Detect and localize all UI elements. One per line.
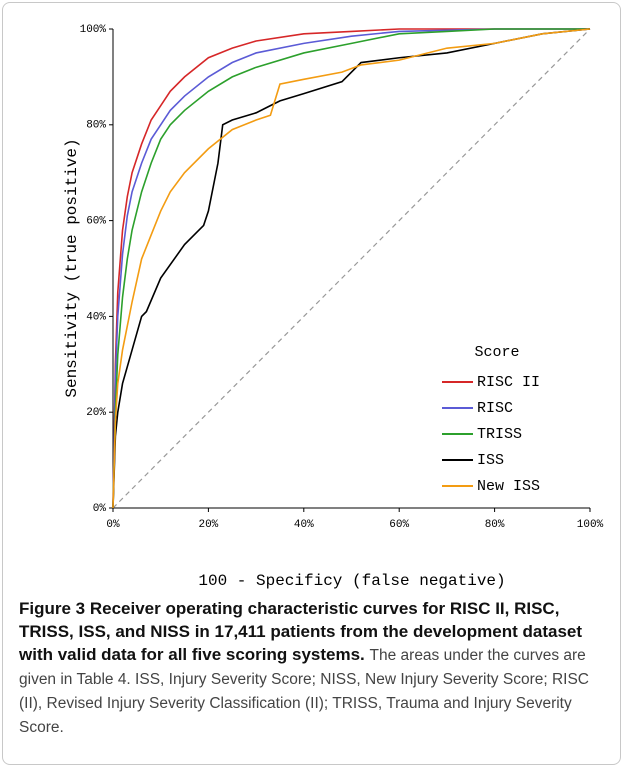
x-tick-label: 40% xyxy=(294,519,314,531)
caption-label: Figure 3 xyxy=(19,599,86,618)
y-tick-label: 60% xyxy=(86,216,106,228)
x-tick-label: 100% xyxy=(577,519,604,531)
caption-text: The areas under the curves are given in … xyxy=(19,647,589,736)
x-tick-label: 0% xyxy=(106,519,120,531)
legend-title: Score xyxy=(474,344,519,361)
caption-title: Receiver operating characteristic curves… xyxy=(19,599,583,664)
x-axis-label: 100 - Specificy (false negative) xyxy=(198,572,505,590)
chart: 100 - Specificy (false negative) Sensiti… xyxy=(63,24,604,590)
y-tick-label: 20% xyxy=(86,407,106,419)
roc-curve xyxy=(112,28,590,509)
x-tick-label: 80% xyxy=(485,519,505,531)
legend-label: RISC II xyxy=(477,374,540,391)
legend-label: ISS xyxy=(477,452,504,469)
y-tick-label: 100% xyxy=(80,24,107,36)
reference-line xyxy=(112,28,591,509)
y-tick-label: 80% xyxy=(86,120,106,132)
roc-curve xyxy=(112,28,590,509)
legend-label: TRISS xyxy=(477,426,522,443)
x-tick-label: 20% xyxy=(198,519,218,531)
roc-curve xyxy=(112,28,591,509)
y-tick-label: 40% xyxy=(86,311,106,323)
caption: Figure 3 Receiver operating characterist… xyxy=(19,597,604,739)
x-tick-label: 60% xyxy=(389,519,409,531)
roc-curve xyxy=(112,28,591,509)
y-axis-label: Sensitivity (true positive) xyxy=(63,138,81,397)
y-tick-label: 0% xyxy=(93,503,107,515)
legend-label: RISC xyxy=(477,400,513,417)
legend-label: New ISS xyxy=(477,478,540,495)
roc-curve xyxy=(112,28,590,509)
